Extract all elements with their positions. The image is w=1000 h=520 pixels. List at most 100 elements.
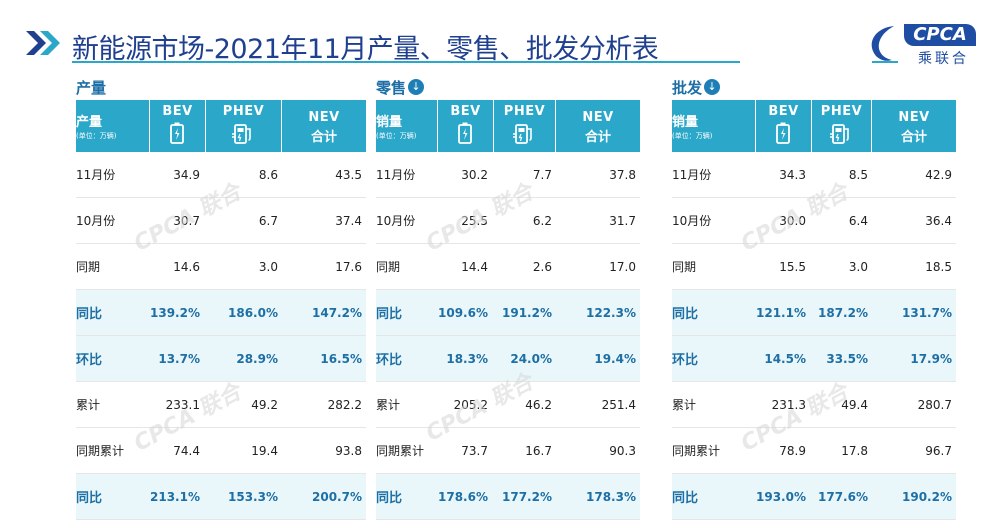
table-header-row: 产量 (单位：万辆) BEV PHEV NEV 合计 <box>76 100 366 152</box>
nev-total-value: 122.3% <box>555 290 640 336</box>
bev-value: 193.0% <box>756 474 812 520</box>
phev-value: 8.6 <box>205 152 282 198</box>
row-label: 累计 <box>672 382 756 428</box>
row-label: 同期累计 <box>76 428 150 474</box>
nev-total-value: 131.7% <box>871 290 956 336</box>
nev-total-value: 43.5 <box>281 152 366 198</box>
column-name: NEV <box>898 110 930 125</box>
column-name: PHEV <box>820 104 863 119</box>
unit-label: (单位：万辆) <box>672 132 713 140</box>
nev-total-value: 200.7% <box>281 474 366 520</box>
bev-value: 231.3 <box>756 382 812 428</box>
table-row: 10月份 30.7 6.7 37.4 <box>76 198 366 244</box>
column-header-nev: NEV 合计 <box>555 100 640 152</box>
row-header-label: 销量 <box>376 115 403 130</box>
column-name: NEV <box>308 110 340 125</box>
row-header-label: 销量 <box>672 115 699 130</box>
nev-total-value: 31.7 <box>555 198 640 244</box>
table-row: 同比 139.2% 186.0% 147.2% <box>76 290 366 336</box>
table-header-row: 销量 (单位：万辆) BEV PHEV NEV 合计 <box>376 100 640 152</box>
row-header-cell: 销量 (单位：万辆) <box>672 100 756 152</box>
phev-value: 49.4 <box>811 382 872 428</box>
row-label: 同期 <box>376 244 438 290</box>
table-row: 同比 193.0% 177.6% 190.2% <box>672 474 956 520</box>
bev-value: 34.9 <box>150 152 206 198</box>
table-row: 环比 18.3% 24.0% 19.4% <box>376 336 640 382</box>
nev-total-value: 36.4 <box>871 198 956 244</box>
nev-total-value: 18.5 <box>871 244 956 290</box>
column-header-phev: PHEV <box>205 100 282 152</box>
battery-icon <box>458 122 473 144</box>
fuel-pump-plug-icon <box>830 124 850 144</box>
fuel-pump-plug-icon <box>232 124 252 144</box>
bev-value: 14.5% <box>756 336 812 382</box>
page-header: 新能源市场-2021年11月产量、零售、批发分析表 CPCA 乘联合 <box>0 0 1000 67</box>
table-row: 11月份 34.9 8.6 43.5 <box>76 152 366 198</box>
nev-total-value: 93.8 <box>281 428 366 474</box>
phev-value: 33.5% <box>811 336 872 382</box>
bev-value: 213.1% <box>150 474 206 520</box>
arrow-down-circle-icon: ↓ <box>408 79 425 95</box>
retail-section: 零售 ↓ 销量 (单位：万辆) BEV PHEV NEV 合计 11月份 30.2 7.7 37.8 1… <box>376 76 640 520</box>
nev-total-value: 178.3% <box>555 474 640 520</box>
phev-value: 8.5 <box>811 152 872 198</box>
phev-value: 3.0 <box>811 244 872 290</box>
column-name: BEV <box>162 104 193 119</box>
row-label: 10月份 <box>672 198 756 244</box>
nev-total-value: 280.7 <box>871 382 956 428</box>
bev-value: 109.6% <box>438 290 494 336</box>
table-row: 同比 109.6% 191.2% 122.3% <box>376 290 640 336</box>
wholesale-heading: 批发 ↓ <box>672 76 956 98</box>
column-header-bev: BEV <box>150 100 206 152</box>
nev-total-value: 147.2% <box>281 290 366 336</box>
wholesale-table: 销量 (单位：万辆) BEV PHEV NEV 合计 11月份 34.3 8.5 42.9 10月份… <box>672 100 956 520</box>
row-label: 累计 <box>76 382 150 428</box>
phev-value: 24.0% <box>493 336 556 382</box>
nev-total-value: 282.2 <box>281 382 366 428</box>
logo-latin-text: CPCA <box>904 24 976 46</box>
row-label: 11月份 <box>76 152 150 198</box>
nev-total-value: 90.3 <box>555 428 640 474</box>
nev-total-value: 17.9% <box>871 336 956 382</box>
production-table: 产量 (单位：万辆) BEV PHEV NEV 合计 11月份 34.9 8.6 43.5 10月份… <box>76 100 366 520</box>
bev-value: 30.2 <box>438 152 494 198</box>
row-label: 同期 <box>76 244 150 290</box>
table-row: 11月份 34.3 8.5 42.9 <box>672 152 956 198</box>
row-label: 同比 <box>76 474 150 520</box>
unit-label: (单位：万辆) <box>76 132 117 140</box>
bev-value: 139.2% <box>150 290 206 336</box>
table-row: 11月份 30.2 7.7 37.8 <box>376 152 640 198</box>
bev-value: 78.9 <box>756 428 812 474</box>
row-label: 同期累计 <box>376 428 438 474</box>
nev-total-value: 251.4 <box>555 382 640 428</box>
nev-total-value: 42.9 <box>871 152 956 198</box>
column-header-bev: BEV <box>756 100 812 152</box>
table-row: 累计 233.1 49.2 282.2 <box>76 382 366 428</box>
wholesale-heading-text: 批发 <box>672 78 703 97</box>
nev-total-value: 19.4% <box>555 336 640 382</box>
row-label: 同期 <box>672 244 756 290</box>
column-name: PHEV <box>503 104 546 119</box>
nev-total-value: 37.8 <box>555 152 640 198</box>
bev-value: 30.7 <box>150 198 206 244</box>
fuel-pump-plug-icon <box>513 124 533 144</box>
phev-value: 187.2% <box>811 290 872 336</box>
bev-value: 178.6% <box>438 474 494 520</box>
table-row: 同比 178.6% 177.2% 178.3% <box>376 474 640 520</box>
row-header-label: 产量 <box>76 115 103 130</box>
table-row: 同比 213.1% 153.3% 200.7% <box>76 474 366 520</box>
page-title: 新能源市场-2021年11月产量、零售、批发分析表 <box>72 34 659 65</box>
table-row: 同比 121.1% 187.2% 131.7% <box>672 290 956 336</box>
bev-value: 14.4 <box>438 244 494 290</box>
row-label: 同比 <box>376 474 438 520</box>
table-header-row: 销量 (单位：万辆) BEV PHEV NEV 合计 <box>672 100 956 152</box>
nev-total-value: 190.2% <box>871 474 956 520</box>
phev-value: 186.0% <box>205 290 282 336</box>
row-label: 同期累计 <box>672 428 756 474</box>
column-subtitle: 合计 <box>900 130 927 145</box>
table-row: 同期累计 73.7 16.7 90.3 <box>376 428 640 474</box>
phev-value: 6.7 <box>205 198 282 244</box>
bev-value: 30.0 <box>756 198 812 244</box>
phev-value: 16.7 <box>493 428 556 474</box>
phev-value: 19.4 <box>205 428 282 474</box>
